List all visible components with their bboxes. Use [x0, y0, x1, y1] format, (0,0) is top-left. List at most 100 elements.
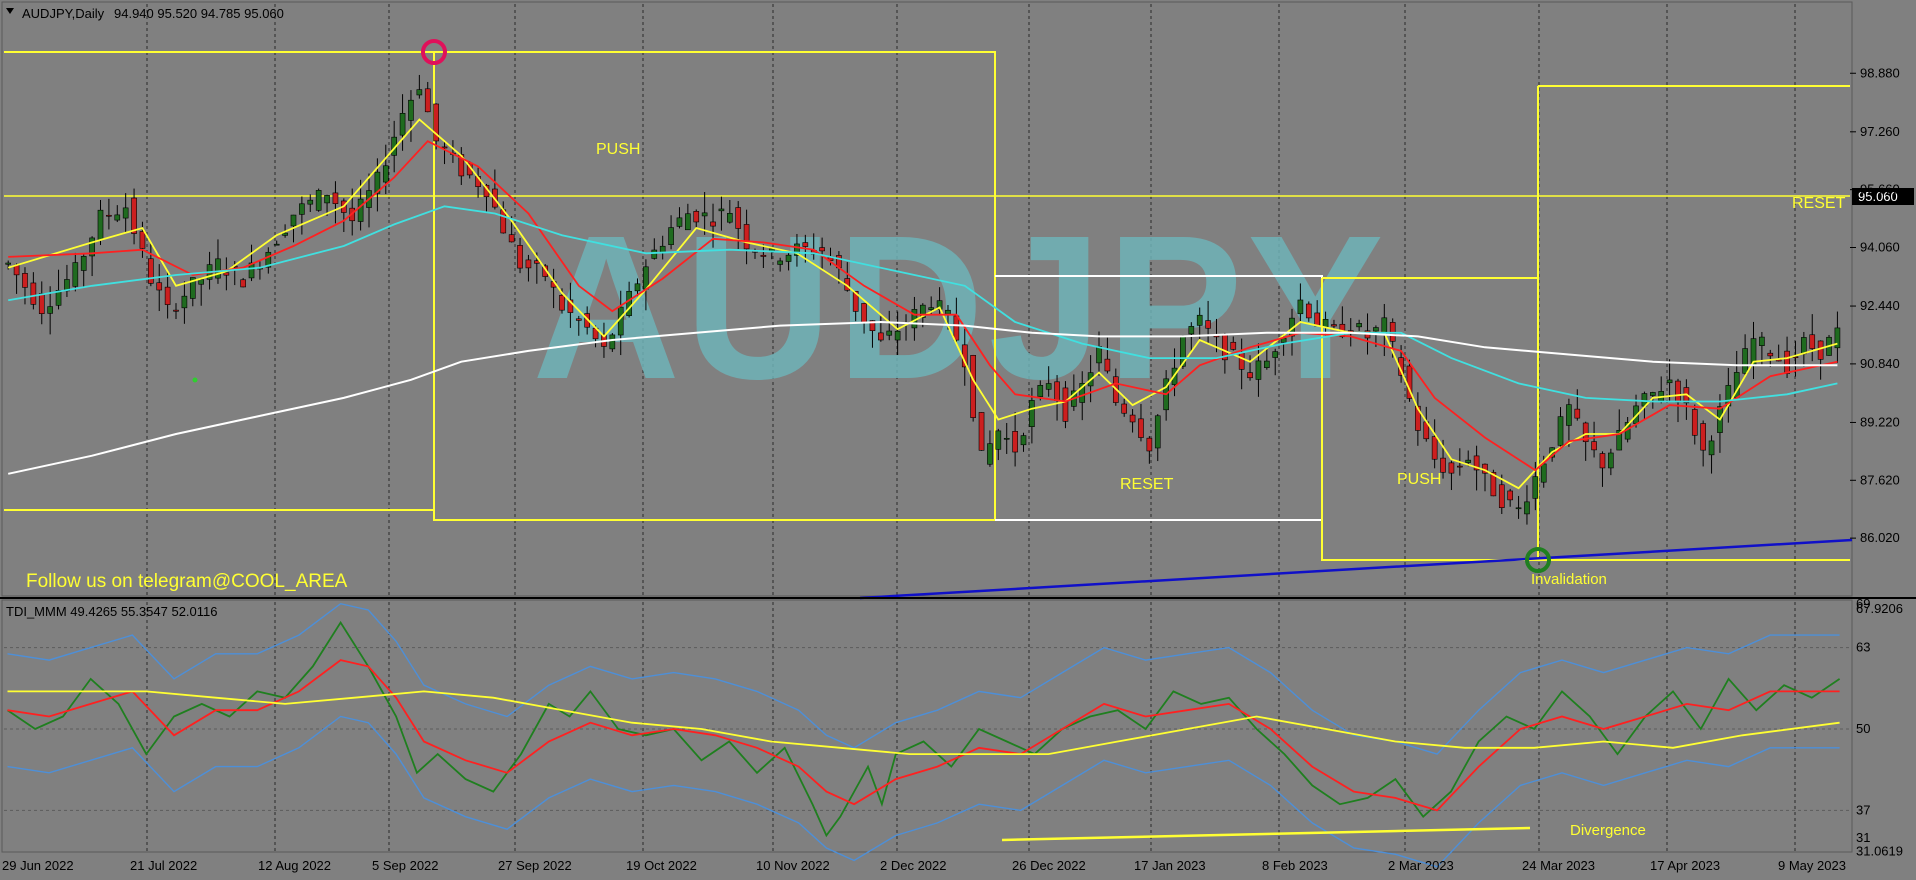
candle-body — [995, 430, 1002, 450]
date-tick-label: 21 Jul 2022 — [130, 858, 197, 873]
candle-body — [1104, 358, 1111, 372]
candle-body — [148, 258, 154, 284]
candle-body — [315, 190, 322, 211]
header-symbol: AUDJPY,Daily — [22, 6, 105, 21]
candle-body — [1037, 385, 1044, 397]
candle-body — [433, 103, 439, 142]
candle-body — [634, 283, 641, 292]
candle-body — [1608, 452, 1614, 469]
date-tick-label: 2 Dec 2022 — [880, 858, 947, 873]
price-axis: 98.880 97.260 95.660 94.060 92.440 90.840 89.2… — [1850, 65, 1900, 545]
candle-body — [1020, 435, 1027, 446]
candle-body — [399, 113, 406, 136]
candle-body — [777, 260, 783, 265]
price-tick-label: 90.840 — [1860, 356, 1900, 371]
collapse-triangle-icon[interactable] — [6, 8, 14, 14]
candle-body — [1305, 303, 1312, 319]
candle-body — [1742, 348, 1748, 374]
candle-body — [852, 290, 859, 312]
candle-body — [1524, 501, 1530, 515]
header-ohlc: 94.940 95.520 94.785 95.060 — [114, 6, 284, 21]
tdi-bands — [7, 602, 1840, 868]
candle-body — [374, 171, 381, 194]
candle-body — [517, 245, 523, 269]
candle-body — [156, 282, 163, 291]
push-label-2: PUSH — [1397, 471, 1441, 488]
candle-body — [1784, 350, 1790, 374]
candle-body — [886, 330, 893, 336]
candle-body — [1574, 408, 1581, 419]
candle-body — [626, 290, 632, 316]
candle-body — [1675, 380, 1681, 403]
price-tick-label: 89.220 — [1860, 414, 1900, 429]
candle-body — [1582, 422, 1589, 443]
vertical-grid — [146, 4, 1796, 596]
candle-body — [1096, 346, 1102, 364]
candle-body — [1515, 507, 1522, 510]
candle-body — [617, 306, 624, 336]
candle-body — [1029, 400, 1035, 427]
indicator-tick-label: 63 — [1856, 640, 1870, 655]
ma-slow-line — [8, 205, 1838, 403]
candle-body — [894, 330, 901, 341]
candle-body — [1264, 360, 1270, 368]
candle-body — [651, 249, 658, 259]
candle-body — [760, 254, 767, 257]
candle-body — [1834, 327, 1841, 349]
candle-body — [282, 232, 288, 236]
candle-body — [1801, 337, 1807, 355]
candle-body — [1809, 334, 1816, 349]
candle-body — [181, 295, 188, 309]
candle-body — [710, 221, 716, 227]
candle-body — [1532, 476, 1539, 499]
reset-label-1: RESET — [1120, 476, 1174, 493]
main-panel: AUDJPY PUSH RESET PUSH RESE — [1, 1, 1914, 600]
candle-body — [307, 199, 314, 205]
candle-body — [1297, 299, 1304, 315]
candle-body — [1331, 324, 1337, 327]
candle-body — [701, 212, 708, 217]
candle-body — [424, 88, 431, 113]
candle-body — [1129, 414, 1136, 423]
candle-body — [273, 243, 280, 246]
candle-body — [668, 227, 674, 245]
candle-body — [1255, 360, 1262, 380]
candle-body — [382, 165, 389, 183]
price-badge-bg — [1852, 188, 1914, 205]
date-tick-label: 9 May 2023 — [1778, 858, 1846, 873]
candle-body — [1196, 314, 1203, 326]
candle-body — [1473, 455, 1480, 471]
tdi-market-base-line — [7, 690, 1840, 755]
candle-body — [22, 273, 28, 288]
price-badge: 95.060 — [1858, 189, 1898, 204]
indicator-tick-label: 50 — [1856, 721, 1870, 736]
candle-body — [1507, 490, 1513, 501]
candle-body — [97, 209, 104, 241]
tdi-lower-band — [7, 715, 1840, 868]
candle-body — [878, 332, 884, 341]
trend-line — [859, 538, 1853, 600]
tdi-lines — [6, 620, 1841, 838]
ma-long-line — [7, 320, 1838, 475]
indicator-tick-label: 37 — [1856, 802, 1870, 817]
candle-body — [299, 203, 305, 215]
candle-body — [1649, 392, 1656, 396]
tdi-upper-band — [7, 602, 1840, 755]
candle-body — [1708, 440, 1715, 456]
candle-body — [240, 279, 246, 288]
date-tick-label: 26 Dec 2022 — [1012, 858, 1086, 873]
candle-body — [1247, 372, 1253, 379]
candle-body — [357, 198, 364, 222]
candle-body — [248, 262, 255, 279]
candle-body — [189, 277, 196, 299]
candle-body — [869, 320, 876, 332]
candle-body — [1389, 322, 1396, 342]
candle-body — [332, 192, 339, 204]
candle-body — [1314, 312, 1320, 327]
candle-body — [1457, 465, 1463, 468]
divergence-line — [1001, 826, 1531, 842]
candle-body — [735, 207, 742, 229]
candle-body — [1272, 351, 1279, 358]
telegram-note: Follow us on telegram@COOL_AREA — [26, 571, 348, 592]
date-tick-label: 10 Nov 2022 — [756, 858, 830, 873]
